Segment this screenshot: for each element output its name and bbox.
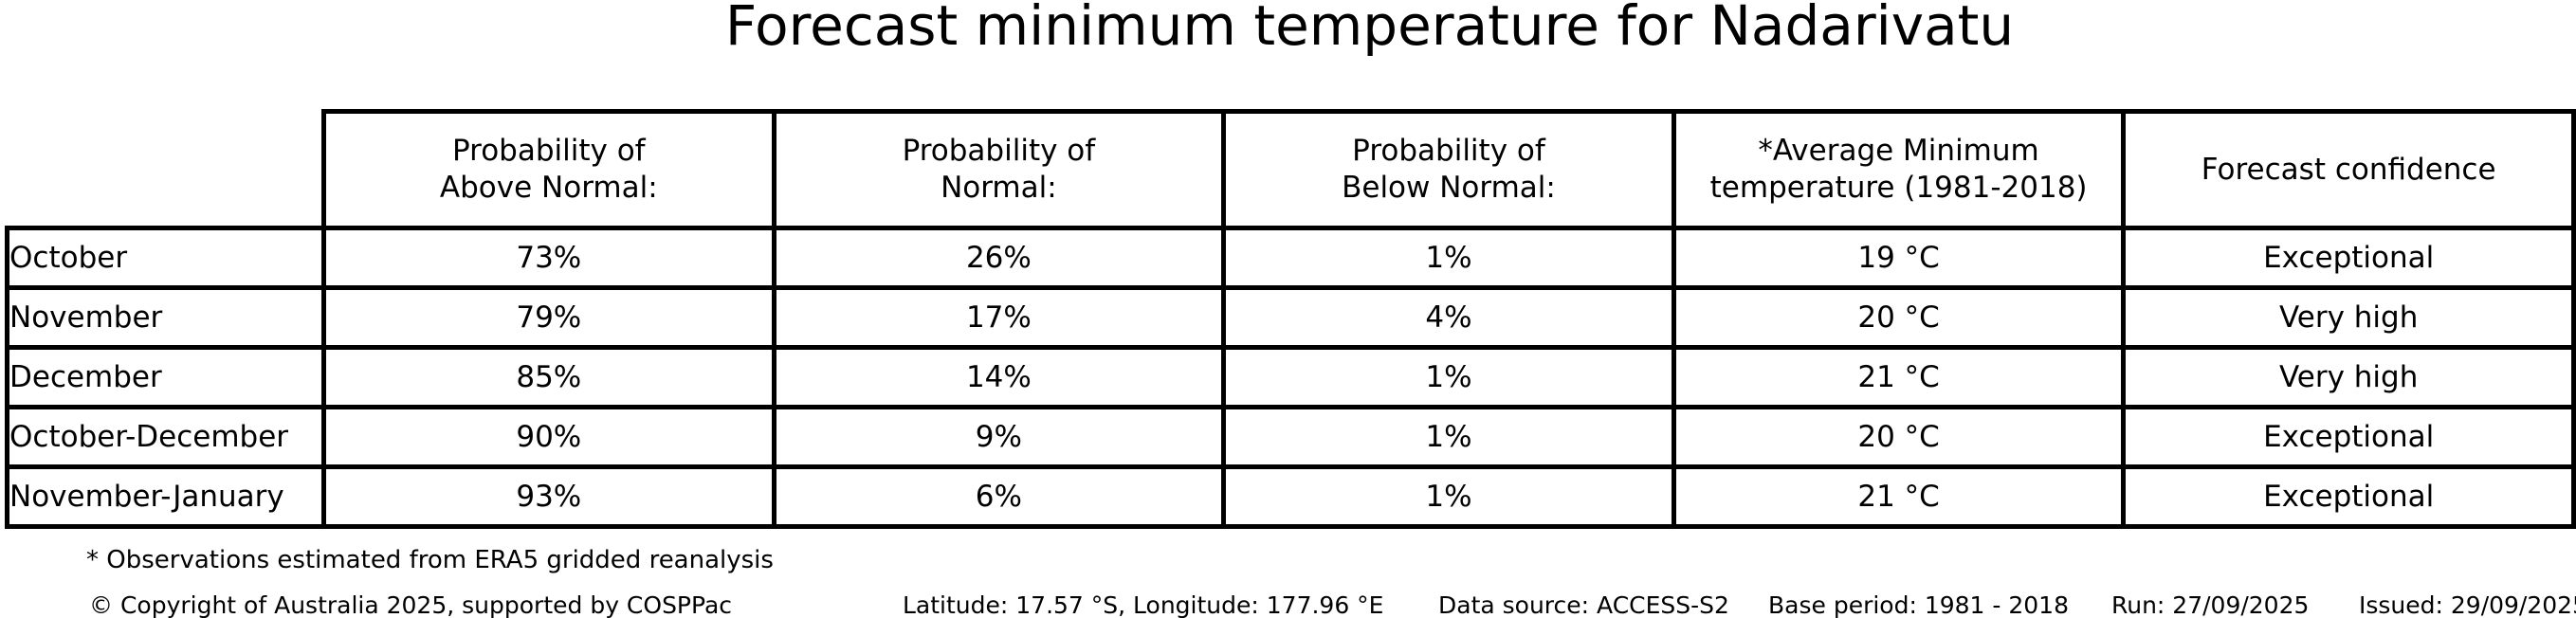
cell-above-normal: 85%: [321, 345, 776, 409]
header-cell-below-normal: Probability of Below Normal:: [1221, 109, 1676, 230]
header-cell-forecast-confidence: Forecast confidence: [2121, 109, 2576, 230]
cell-avg-min-temp: 21 °C: [1671, 345, 2127, 409]
cell-normal: 6%: [771, 464, 1227, 529]
header-cell-above-normal: Probability of Above Normal:: [321, 109, 776, 230]
cell-confidence: Very high: [2121, 285, 2576, 350]
cell-above-normal: 90%: [321, 405, 776, 469]
row-label: October-December: [5, 405, 326, 469]
header-cell-blank: [8, 112, 324, 228]
header-cell-normal: Probability of Normal:: [771, 109, 1227, 230]
row-label: December: [5, 345, 326, 409]
forecast-table: Probability of Above Normal: Probability…: [5, 109, 2576, 529]
cell-above-normal: 79%: [321, 285, 776, 350]
cell-confidence: Very high: [2121, 345, 2576, 409]
copyright-text: © Copyright of Australia 2025, supported…: [89, 591, 733, 618]
cell-confidence: Exceptional: [2121, 464, 2576, 529]
cell-normal: 14%: [771, 345, 1227, 409]
cell-normal: 26%: [771, 226, 1227, 290]
run-date-text: Run: 27/09/2025: [2111, 591, 2310, 618]
cell-below-normal: 1%: [1221, 464, 1676, 529]
page-title: Forecast minimum temperature for Nadariv…: [724, 0, 2015, 58]
row-label: November-January: [5, 464, 326, 529]
base-period-text: Base period: 1981 - 2018: [1768, 591, 2069, 618]
issued-date-text: Issued: 29/09/2025: [2359, 591, 2576, 618]
cell-avg-min-temp: 20 °C: [1671, 405, 2127, 469]
cell-confidence: Exceptional: [2121, 226, 2576, 290]
table-header-row: Probability of Above Normal: Probability…: [8, 109, 2576, 230]
table-row-november-january: November-January 93% 6% 1% 21 °C Excepti…: [5, 464, 2576, 529]
header-cell-average-min-temp: *Average Minimum temperature (1981-2018): [1671, 109, 2127, 230]
table-row-december: December 85% 14% 1% 21 °C Very high: [5, 345, 2576, 409]
cell-normal: 9%: [771, 405, 1227, 469]
row-label: October: [5, 226, 326, 290]
cell-above-normal: 73%: [321, 226, 776, 290]
cell-avg-min-temp: 19 °C: [1671, 226, 2127, 290]
table-row-october-december: October-December 90% 9% 1% 20 °C Excepti…: [5, 405, 2576, 469]
data-source-text: Data source: ACCESS-S2: [1438, 591, 1729, 618]
cell-below-normal: 1%: [1221, 226, 1676, 290]
cell-below-normal: 1%: [1221, 345, 1676, 409]
row-label: November: [5, 285, 326, 350]
cell-avg-min-temp: 21 °C: [1671, 464, 2127, 529]
lat-lon-text: Latitude: 17.57 °S, Longitude: 177.96 °E: [903, 591, 1384, 618]
cell-avg-min-temp: 20 °C: [1671, 285, 2127, 350]
cell-above-normal: 93%: [321, 464, 776, 529]
era5-footnote: * Observations estimated from ERA5 gridd…: [86, 546, 774, 574]
cell-confidence: Exceptional: [2121, 405, 2576, 469]
cell-below-normal: 1%: [1221, 405, 1676, 469]
cell-normal: 17%: [771, 285, 1227, 350]
table-row-november: November 79% 17% 4% 20 °C Very high: [5, 285, 2576, 350]
table-row-october: October 73% 26% 1% 19 °C Exceptional: [5, 226, 2576, 290]
cell-below-normal: 4%: [1221, 285, 1676, 350]
